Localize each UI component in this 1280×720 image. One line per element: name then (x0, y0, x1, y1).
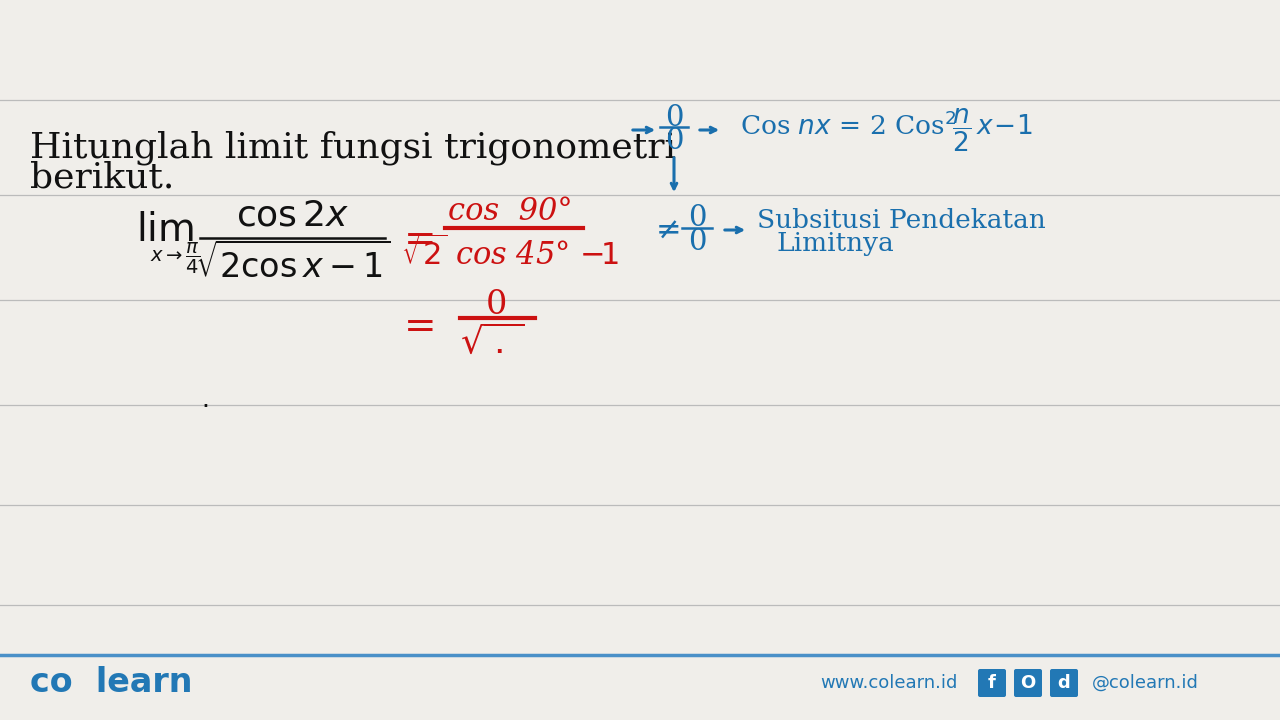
Text: berikut.: berikut. (29, 161, 174, 195)
Text: $\sqrt{2}$ cos 45° $-\!1$: $\sqrt{2}$ cos 45° $-\!1$ (401, 236, 618, 272)
Text: O: O (1020, 675, 1036, 693)
Text: Hitunglah limit fungsi trigonometri: Hitunglah limit fungsi trigonometri (29, 131, 676, 166)
Text: 0: 0 (485, 289, 507, 321)
Text: $=$: $=$ (396, 306, 434, 344)
Text: $\cos 2x$: $\cos 2x$ (237, 198, 349, 232)
Text: $=$: $=$ (396, 219, 434, 257)
Text: 0: 0 (687, 204, 707, 232)
Text: .: . (201, 388, 209, 412)
Text: $\neq$: $\neq$ (650, 215, 680, 245)
Text: Cos $nx$ = 2 Cos$^2\!\dfrac{n}{2}\,x\!-\!1$: Cos $nx$ = 2 Cos$^2\!\dfrac{n}{2}\,x\!-\… (740, 107, 1033, 153)
Text: co  learn: co learn (29, 667, 192, 700)
FancyBboxPatch shape (1014, 669, 1042, 697)
Text: @colearn.id: @colearn.id (1092, 674, 1199, 692)
FancyBboxPatch shape (1050, 669, 1078, 697)
Text: $\sqrt{\,.\,}$: $\sqrt{\,.\,}$ (460, 324, 524, 360)
Text: 0: 0 (664, 127, 684, 155)
Text: 0: 0 (687, 228, 707, 256)
Text: cos  90°: cos 90° (448, 197, 572, 228)
Text: 0: 0 (664, 104, 684, 132)
Text: Limitnya: Limitnya (777, 232, 895, 256)
Text: $x{\to}\dfrac{\pi}{4}$: $x{\to}\dfrac{\pi}{4}$ (150, 240, 200, 276)
Text: $\lim$: $\lim$ (136, 211, 195, 249)
Text: d: d (1057, 675, 1070, 693)
Text: $\sqrt{2\cos x-1}$: $\sqrt{2\cos x-1}$ (196, 243, 390, 285)
Text: www.colearn.id: www.colearn.id (820, 674, 957, 692)
Text: f: f (988, 675, 996, 693)
Text: Subsitusi Pendekatan: Subsitusi Pendekatan (756, 207, 1046, 233)
FancyBboxPatch shape (978, 669, 1006, 697)
